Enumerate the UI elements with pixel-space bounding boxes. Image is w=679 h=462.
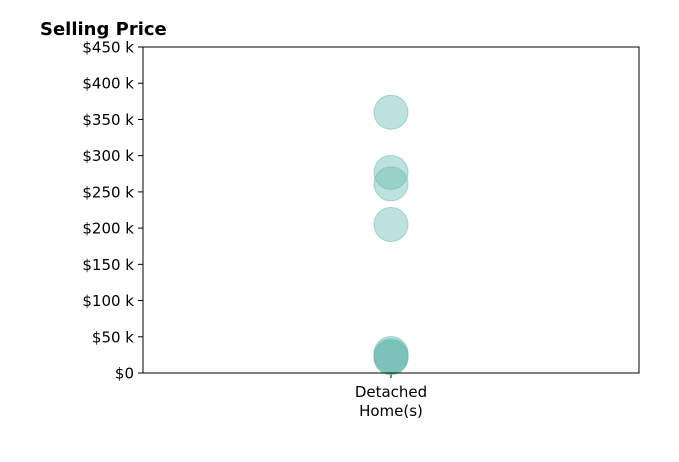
data-point — [373, 206, 409, 242]
y-tick-label: $450 k — [82, 39, 134, 57]
y-tick-label: $100 k — [82, 292, 134, 310]
plot-frame — [142, 46, 640, 374]
y-axis: $0 $50 k $100 k $150 k $200 k $250 k $300 k $35… — [82, 39, 143, 383]
data-point — [373, 154, 409, 190]
x-tick-label: Detached Home(s) — [355, 383, 427, 420]
data-point — [373, 94, 409, 130]
y-tick-label: $250 k — [82, 183, 134, 201]
data-point — [373, 340, 409, 376]
y-tick-label: $150 k — [82, 256, 134, 274]
y-tick-label: $300 k — [82, 147, 134, 165]
y-tick-label: $0 — [115, 365, 134, 383]
x-axis: Detached Home(s) — [355, 373, 427, 420]
chart-title: Selling Price — [40, 19, 167, 40]
y-tick-label: $350 k — [82, 111, 134, 129]
y-tick-label: $200 k — [82, 220, 134, 238]
data-points — [373, 94, 409, 376]
data-point — [373, 166, 409, 202]
y-tick-label: $50 k — [92, 328, 134, 346]
y-tick-label: $400 k — [82, 75, 134, 93]
